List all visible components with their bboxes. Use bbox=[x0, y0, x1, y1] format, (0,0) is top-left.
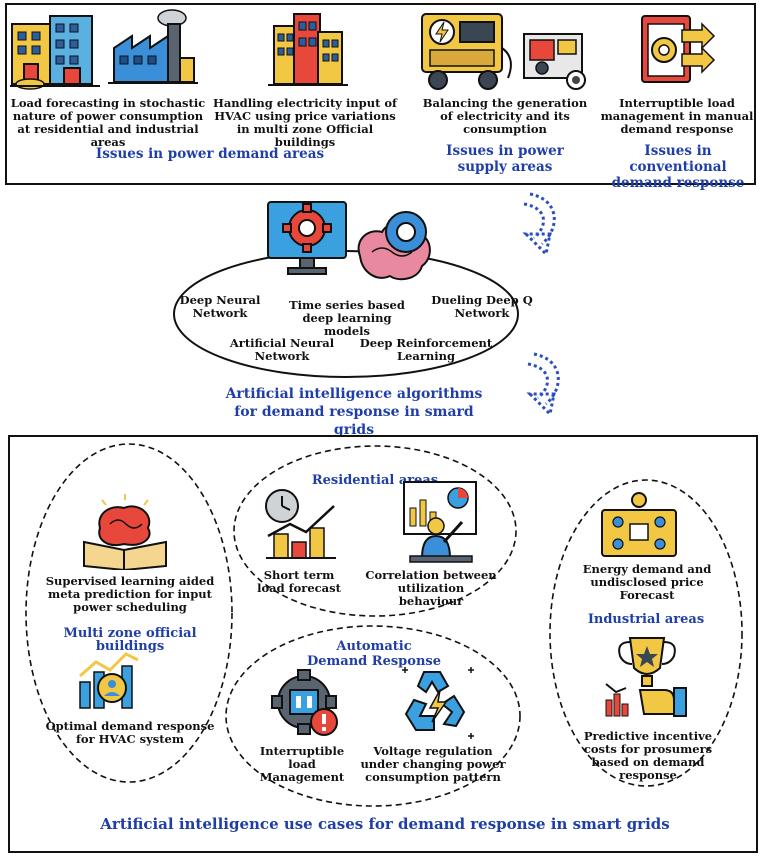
use-cases-caption: Artificial intelligence use cases for de… bbox=[100, 815, 670, 833]
multi-zone-ellipse bbox=[24, 442, 234, 784]
category-conventional-demand-response: Issues in conventional demand response bbox=[611, 143, 745, 191]
automatic-demand-response-title: Automatic Demand Response bbox=[307, 639, 441, 669]
use-cases-panel bbox=[8, 435, 758, 853]
use-case-interruptible-load: Interruptible load Management bbox=[259, 744, 345, 784]
trophy-icon bbox=[604, 634, 690, 720]
brain-gear-icon bbox=[352, 206, 436, 286]
hvac-chart-icon bbox=[76, 646, 146, 712]
use-case-short-term-forecast: Short term load forecast bbox=[257, 568, 341, 595]
issue-generation-balance: Balancing the generation of electricity … bbox=[422, 96, 588, 136]
energy-board-icon bbox=[596, 490, 682, 560]
factory-icon bbox=[108, 8, 198, 88]
algorithm-dnn: Deep Neural Network bbox=[179, 293, 261, 320]
engine-generator-icon bbox=[520, 30, 592, 92]
category-supply-areas: Issues in power supply areas bbox=[446, 143, 564, 175]
use-case-incentive-costs: Predictive incentive costs for prosumers… bbox=[583, 729, 713, 782]
issue-hvac-electricity: Handling electricity input of HVAC using… bbox=[212, 96, 398, 149]
use-case-utilization-correlation: Correlation between utilization behaviou… bbox=[365, 568, 497, 608]
presentation-icon bbox=[400, 478, 480, 564]
brain-book-icon bbox=[80, 494, 170, 570]
industrial-ellipse bbox=[548, 478, 744, 788]
issue-load-forecasting: Load forecasting in stochastic nature of… bbox=[10, 96, 206, 149]
category-demand-areas: Issues in power demand areas bbox=[95, 146, 325, 162]
power-generator-icon bbox=[418, 8, 518, 92]
algorithms-caption: Artificial intelligence algorithms for d… bbox=[225, 386, 483, 438]
dashed-arrow-icon bbox=[520, 190, 570, 260]
issue-interruptible-load: Interruptible load management in manual … bbox=[600, 96, 754, 136]
interruptible-gear-icon bbox=[270, 668, 344, 742]
industrial-title: Industrial areas bbox=[587, 612, 705, 627]
dashed-arrow-icon bbox=[524, 350, 574, 420]
algorithm-dueling-dqn: Dueling Deep Q Network bbox=[431, 293, 533, 320]
use-case-energy-price-forecast: Energy demand and undisclosed price Fore… bbox=[582, 562, 712, 602]
use-case-voltage-regulation: Voltage regulation under changing power … bbox=[360, 744, 506, 784]
clock-chart-icon bbox=[262, 488, 340, 562]
apartment-buildings-icon bbox=[10, 10, 100, 90]
office-building-icon bbox=[268, 10, 348, 88]
algorithm-time-series: Time series based deep learning models bbox=[289, 298, 405, 338]
use-case-hvac-demand-response: Optimal demand response for HVAC system bbox=[45, 719, 215, 746]
automatic-demand-response-ellipse bbox=[224, 624, 522, 808]
recycle-power-icon bbox=[398, 664, 480, 744]
power-issues-panel bbox=[5, 3, 756, 185]
load-management-icon bbox=[636, 10, 716, 90]
residential-ellipse bbox=[232, 444, 518, 618]
multi-zone-title: Multi zone official buildings bbox=[63, 626, 197, 654]
ai-monitor-gear-icon bbox=[262, 196, 352, 278]
algorithm-drl: Deep Reinforcement Learning bbox=[359, 336, 493, 363]
use-case-meta-prediction: Supervised learning aided meta predictio… bbox=[45, 574, 215, 614]
algorithm-ann: Artificial Neural Network bbox=[229, 336, 335, 363]
